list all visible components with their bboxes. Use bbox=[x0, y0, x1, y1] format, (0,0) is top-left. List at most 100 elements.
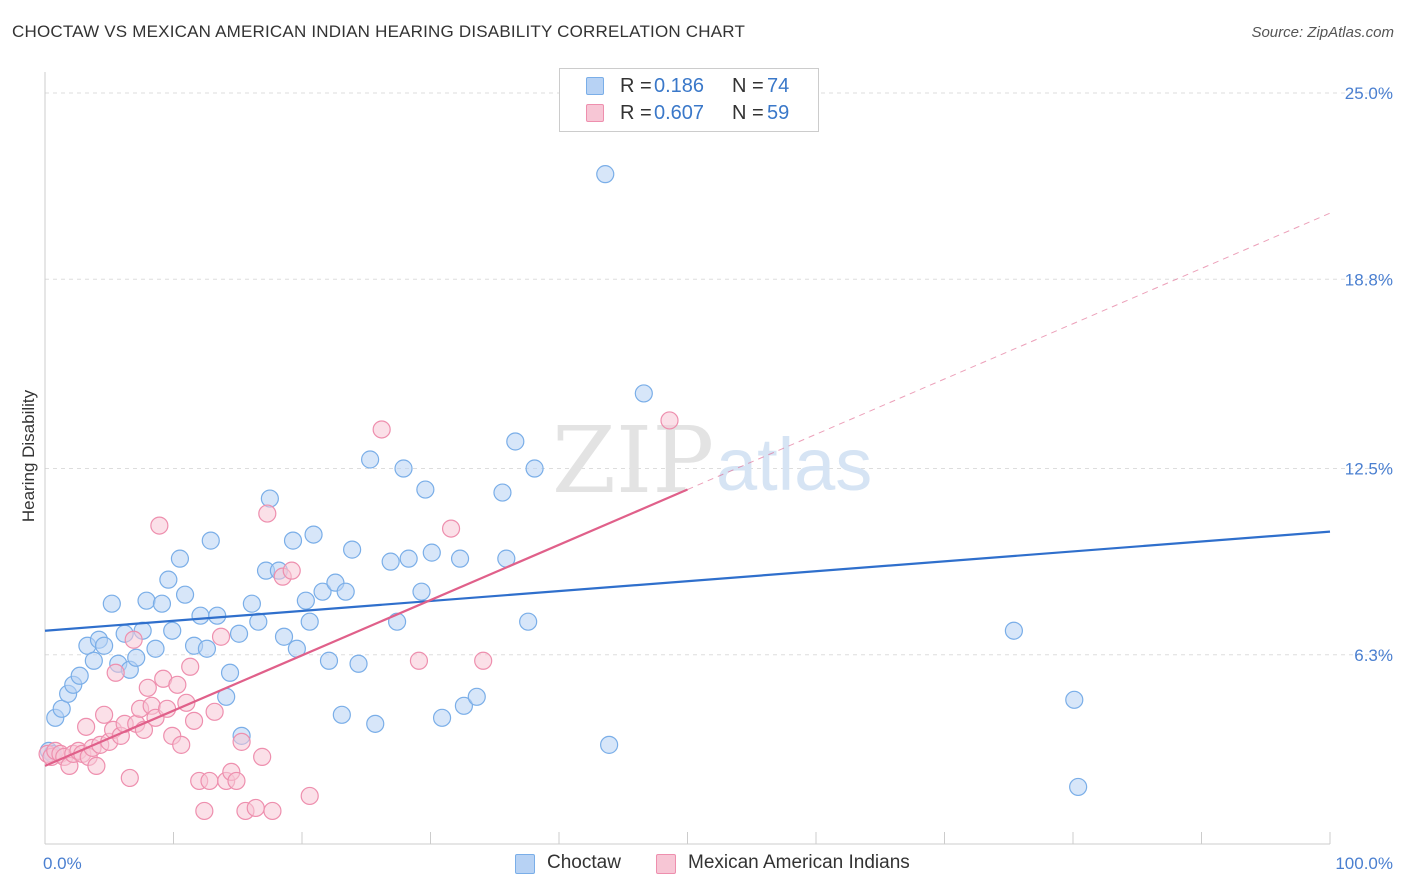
axes bbox=[44, 72, 1331, 845]
mexican-point bbox=[172, 735, 191, 754]
choctaw-point bbox=[274, 627, 294, 646]
mexican-point bbox=[282, 561, 301, 580]
mexican-point bbox=[124, 630, 143, 649]
choctaw-point bbox=[519, 612, 538, 631]
grid-lines bbox=[45, 92, 1390, 656]
legend-n-label: N = bbox=[732, 75, 764, 97]
choctaw-point bbox=[381, 552, 400, 571]
choctaw-point bbox=[432, 708, 452, 727]
y-tick-label: 25.0% bbox=[1345, 84, 1393, 103]
choctaw-point bbox=[313, 582, 332, 601]
choctaw-point bbox=[159, 570, 178, 589]
choctaw-point bbox=[208, 606, 227, 625]
legend-n-value: 59 bbox=[767, 102, 790, 124]
x-tick-label: 100.0% bbox=[1335, 854, 1393, 873]
choctaw-point bbox=[600, 735, 619, 754]
trend-lines bbox=[44, 212, 1331, 767]
mexican-point bbox=[409, 651, 429, 670]
mexican-point bbox=[660, 411, 679, 430]
mexican-point bbox=[77, 717, 96, 736]
mexican-point bbox=[246, 798, 265, 818]
mexican-point bbox=[441, 519, 461, 538]
mexican-point bbox=[95, 705, 114, 724]
choctaw-point bbox=[229, 624, 249, 643]
choctaw-point bbox=[634, 384, 653, 403]
choctaw-point bbox=[412, 582, 431, 601]
choctaw-point bbox=[260, 489, 279, 508]
choctaw-point bbox=[349, 654, 368, 673]
legend-r-label: R = bbox=[620, 102, 652, 124]
choctaw-point bbox=[416, 480, 435, 499]
legend-label-mexican: Mexican American Indians bbox=[688, 852, 910, 873]
choctaw-point bbox=[506, 432, 525, 451]
choctaw-trend-line bbox=[44, 530, 1331, 632]
choctaw-point bbox=[361, 450, 380, 469]
choctaw-point bbox=[175, 585, 195, 604]
mexican-point bbox=[138, 678, 157, 697]
choctaw-point bbox=[197, 639, 217, 658]
legend-swatch-mexican bbox=[656, 854, 676, 874]
choctaw-point bbox=[127, 648, 146, 667]
choctaw-point bbox=[152, 594, 172, 613]
legend-r-label: R = bbox=[620, 75, 652, 97]
legend-n-label: N = bbox=[732, 102, 764, 124]
choctaw-point bbox=[366, 714, 385, 733]
mexican-point bbox=[195, 801, 214, 821]
choctaw-point bbox=[596, 165, 615, 184]
tick-labels: 6.3% 12.5% 18.8% 25.0% 0.0% 100.0% bbox=[43, 84, 1393, 873]
choctaw-point bbox=[493, 483, 512, 502]
mexican-point bbox=[150, 516, 169, 535]
legend-r-value: 0.186 bbox=[654, 75, 705, 97]
y-tick-label: 18.8% bbox=[1345, 270, 1393, 289]
y-axis-title: Hearing Disability bbox=[19, 389, 38, 522]
legend-swatch-choctaw bbox=[515, 854, 535, 874]
series-legend: Choctaw Mexican American Indians bbox=[0, 852, 1406, 878]
choctaw-point bbox=[201, 531, 220, 550]
choctaw-point bbox=[95, 636, 114, 655]
mexican-point bbox=[372, 420, 391, 439]
legend-swatch-choctaw bbox=[586, 77, 604, 95]
choctaw-point bbox=[394, 459, 413, 478]
x-tick-label: 0.0% bbox=[43, 854, 82, 873]
choctaw-point bbox=[102, 594, 121, 613]
data-points bbox=[38, 165, 1088, 821]
mexican-point bbox=[106, 663, 125, 682]
choctaw-point bbox=[300, 612, 319, 631]
choctaw-point bbox=[70, 666, 89, 685]
choctaw-point bbox=[422, 543, 441, 562]
choctaw-point bbox=[304, 525, 323, 544]
choctaw-point bbox=[525, 459, 544, 478]
mexican-point bbox=[258, 504, 277, 523]
choctaw-point bbox=[454, 696, 474, 715]
y-tick-label: 6.3% bbox=[1354, 646, 1393, 665]
y-tick-label: 12.5% bbox=[1345, 460, 1393, 479]
mexican-point bbox=[120, 768, 139, 788]
mexican-point bbox=[263, 801, 282, 821]
mexican-point bbox=[181, 657, 200, 676]
choctaw-point bbox=[399, 549, 418, 568]
choctaw-point bbox=[1069, 777, 1088, 797]
mexican-point bbox=[232, 732, 251, 751]
choctaw-point bbox=[296, 591, 315, 610]
choctaw-point bbox=[319, 651, 339, 670]
choctaw-point bbox=[336, 582, 355, 601]
choctaw-point bbox=[242, 594, 261, 613]
mexican-point bbox=[227, 771, 246, 791]
choctaw-point bbox=[191, 606, 210, 625]
choctaw-point bbox=[137, 591, 156, 610]
mexican-point bbox=[184, 711, 204, 730]
watermark-zip: ZIP bbox=[552, 407, 714, 514]
stats-legend: R = 0.186 N = 74 R = 0.607 N = 59 bbox=[559, 68, 819, 132]
choctaw-point bbox=[387, 612, 407, 631]
choctaw-point bbox=[220, 663, 240, 682]
mexican-point bbox=[205, 702, 224, 721]
mexican-point bbox=[300, 786, 319, 806]
watermark-atlas: atlas bbox=[716, 423, 872, 506]
chart-source: Source: ZipAtlas.com bbox=[1251, 24, 1394, 41]
watermark: ZIP atlas bbox=[552, 407, 872, 514]
chart-title: CHOCTAW VS MEXICAN AMERICAN INDIAN HEARI… bbox=[12, 22, 746, 41]
legend-label-choctaw: Choctaw bbox=[547, 852, 621, 873]
choctaw-point bbox=[1065, 690, 1084, 709]
choctaw-point bbox=[283, 531, 303, 550]
